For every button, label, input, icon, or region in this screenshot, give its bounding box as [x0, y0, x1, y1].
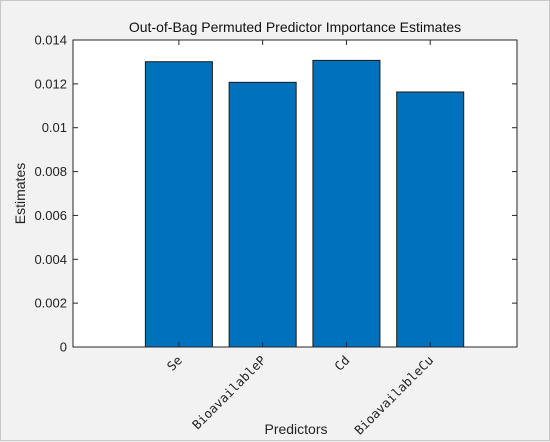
y-tick-label: 0: [60, 340, 67, 355]
bar-se: [144, 61, 213, 348]
x-tick-label: Cd: [331, 353, 352, 374]
y-tick-label: 0.008: [34, 164, 67, 179]
y-tick-label: 0.004: [34, 252, 67, 267]
bars-group: [144, 59, 465, 348]
x-tick-label: BioavailableP: [189, 353, 269, 433]
bar-bioavailablep: [228, 81, 297, 348]
y-tick-label: 0.014: [34, 33, 67, 48]
y-tick-label: 0.01: [42, 120, 67, 135]
bar-cd: [312, 59, 381, 348]
y-tick-label: 0.006: [34, 208, 67, 223]
bar-bioavailablecu: [396, 91, 465, 348]
y-tick-label: 0.002: [34, 296, 67, 311]
y-axis-ticks: 0 0.002 0.004 0.006 0.008 0.01 0.012 0.014: [34, 33, 517, 355]
chart-title: Out-of-Bag Permuted Predictor Importance…: [129, 19, 461, 35]
y-axis-label: Estimates: [12, 163, 28, 224]
x-tick-label: Se: [164, 353, 185, 374]
axes-box: [72, 39, 518, 348]
x-tick-label: BioavailableCu: [351, 353, 436, 438]
x-axis-label: Predictors: [264, 421, 327, 437]
y-tick-label: 0.012: [34, 76, 67, 91]
